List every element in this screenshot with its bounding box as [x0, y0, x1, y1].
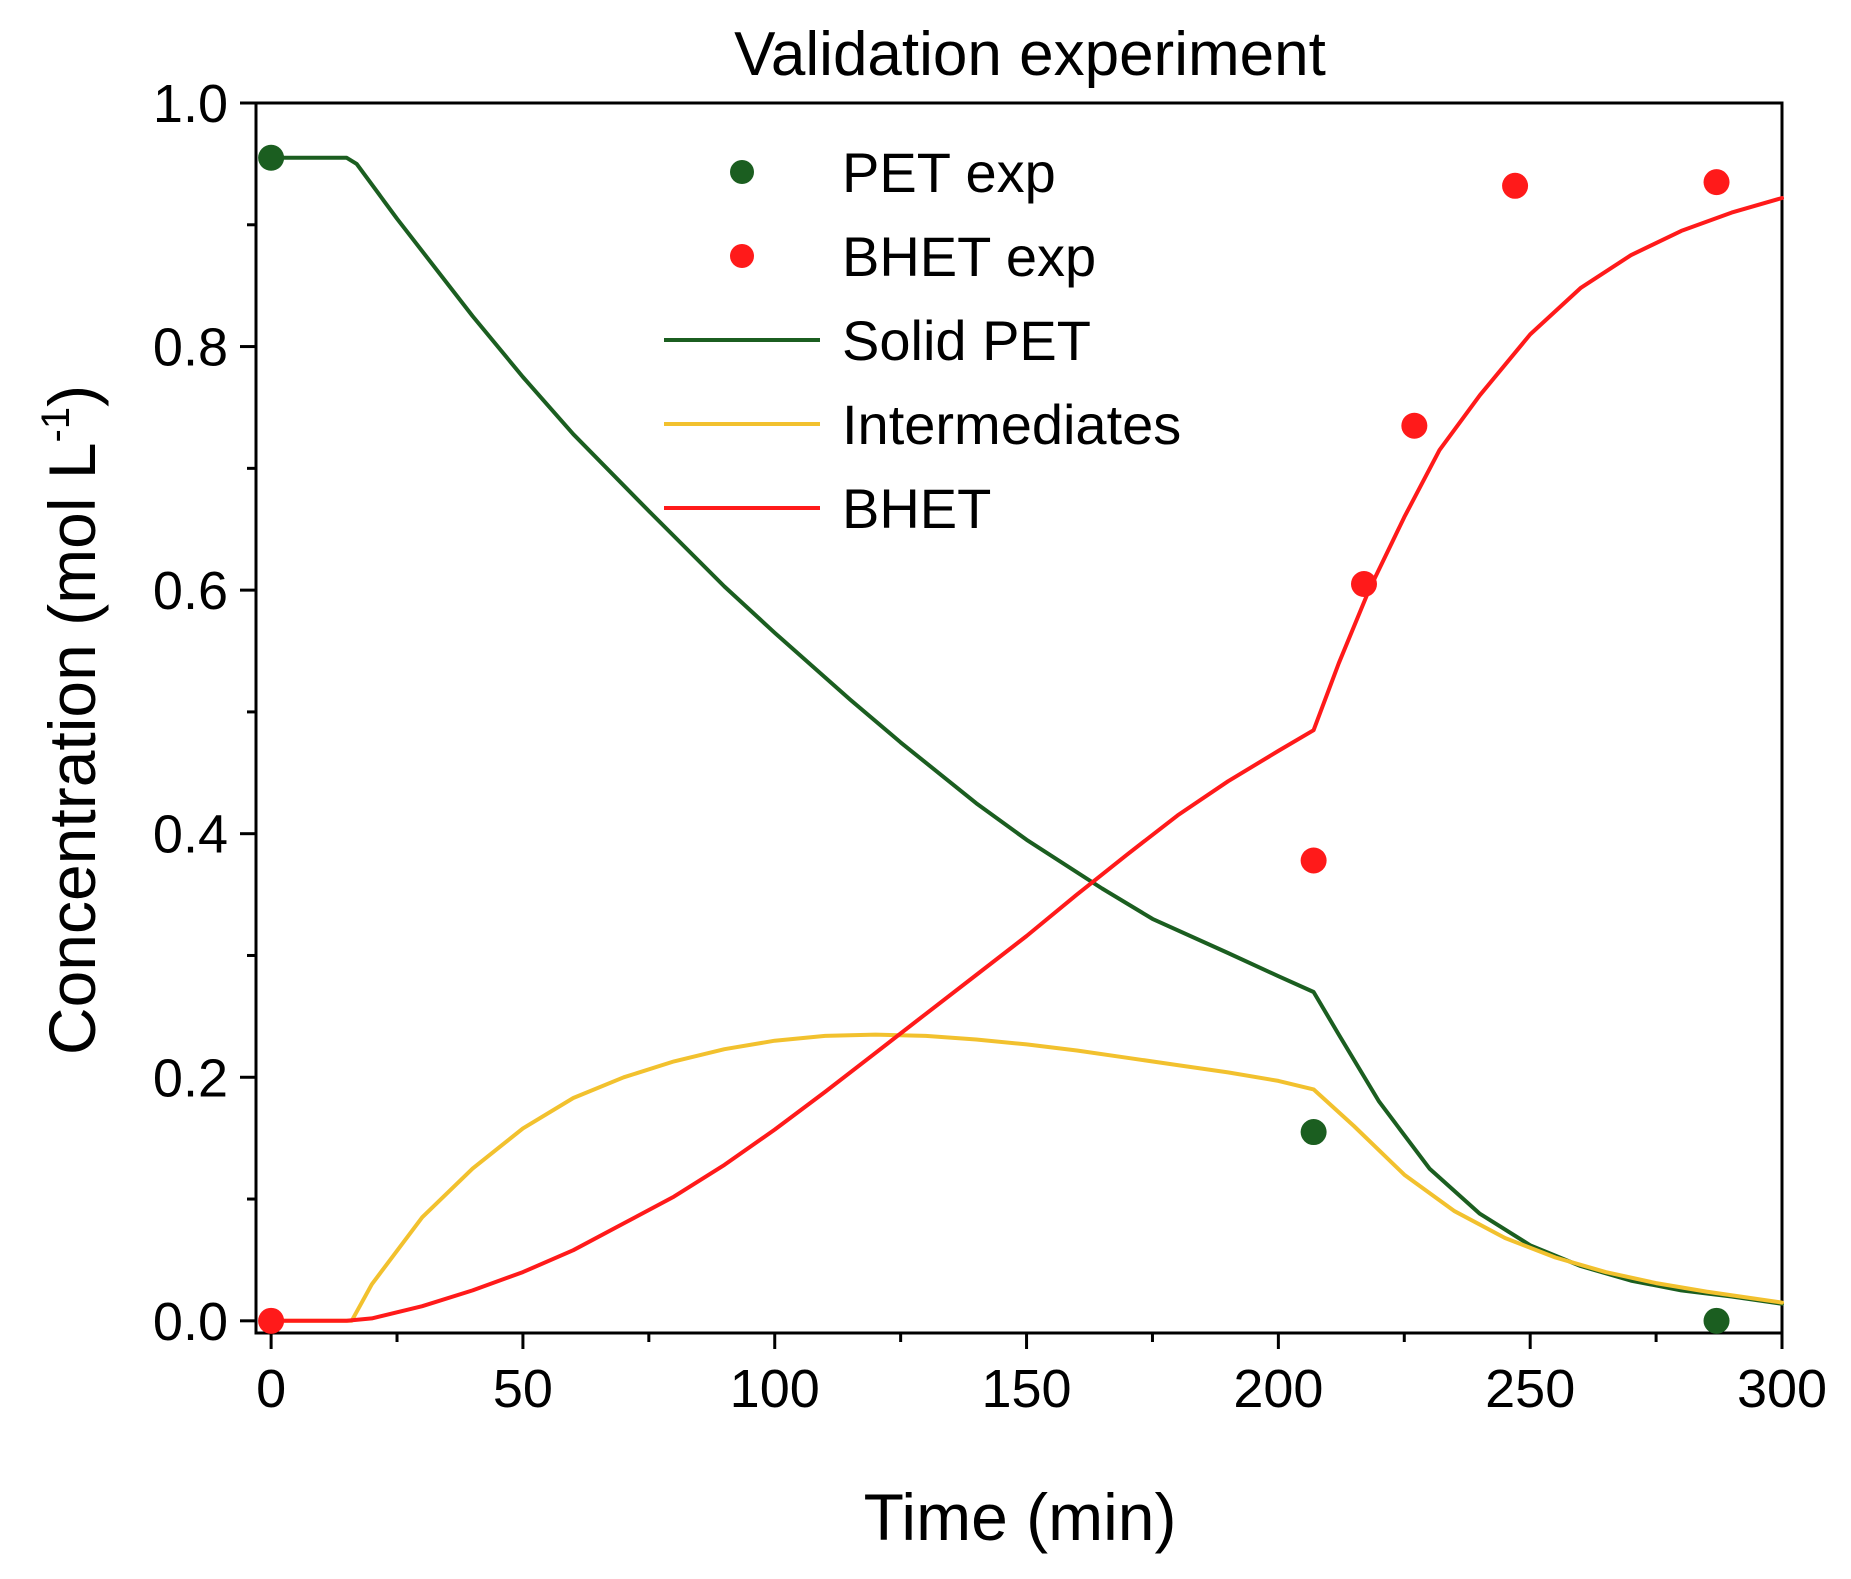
point-bhet-exp	[1350, 571, 1377, 598]
line-bhet	[269, 196, 1784, 1323]
axes-group: 0 50 100 150 200 250 300 0.0 0.2 0.4 0.6 0.8 1.0	[153, 74, 1827, 1419]
point-bhet-exp	[1401, 412, 1428, 439]
point-pet-exp	[1703, 1307, 1730, 1334]
legend-label: BHET	[842, 477, 991, 540]
legend-label: PET exp	[842, 141, 1056, 204]
y-axis-title-superscript: -1	[34, 407, 78, 443]
y-tick-label: 0.8	[153, 318, 228, 378]
plot-frame	[254, 101, 1784, 1335]
y-tick-label: 0.2	[153, 1048, 228, 1108]
y-tick-label: 0.0	[153, 1292, 228, 1352]
legend-label: Solid PET	[842, 309, 1091, 372]
x-tick-label: 50	[493, 1359, 553, 1419]
y-tick-label: 1.0	[153, 74, 228, 134]
legend-label: Intermediates	[842, 393, 1181, 456]
x-tick-label: 200	[1233, 1359, 1323, 1419]
series-group	[258, 144, 1784, 1334]
legend-marker	[730, 244, 754, 268]
point-bhet-exp	[1300, 847, 1327, 874]
point-pet-exp	[1300, 1119, 1327, 1146]
y-axis-title-main: Concentration (mol L	[35, 442, 109, 1055]
point-bhet-exp	[258, 1307, 285, 1334]
x-tick-label: 100	[730, 1359, 820, 1419]
legend: PET exp BHET exp Solid PET Intermediates BHE…	[664, 141, 1181, 540]
y-axis-title-close: )	[35, 385, 109, 407]
point-pet-exp	[258, 144, 285, 171]
legend-marker	[730, 160, 754, 184]
legend-label: BHET exp	[842, 225, 1096, 288]
y-tick-label: 0.4	[153, 805, 228, 865]
y-tick-label: 0.6	[153, 561, 228, 621]
point-bhet-exp	[1502, 172, 1529, 199]
line-intermediates	[269, 1032, 1784, 1323]
x-axis-title: Time (min)	[864, 1480, 1177, 1554]
x-tick-label: 150	[981, 1359, 1071, 1419]
chart-title: Validation experiment	[734, 20, 1326, 89]
y-axis-title: Concentration (mol L-1)	[34, 385, 109, 1055]
point-bhet-exp	[1703, 169, 1730, 196]
x-tick-label: 0	[256, 1359, 286, 1419]
x-tick-label: 300	[1737, 1359, 1827, 1419]
x-tick-label: 250	[1485, 1359, 1575, 1419]
